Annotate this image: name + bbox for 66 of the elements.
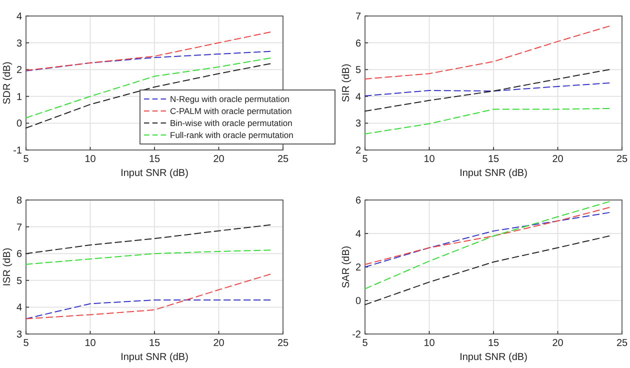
x-tick-label: 20 <box>552 338 564 349</box>
y-tick-label: 2 <box>16 65 22 76</box>
y-tick-label: 6 <box>16 249 22 260</box>
x-axis-title: Input SNR (dB) <box>460 168 528 179</box>
x-tick-label: 15 <box>488 338 500 349</box>
line-series <box>364 201 610 290</box>
line-series <box>26 224 271 254</box>
x-tick-label: 25 <box>277 154 289 165</box>
x-tick-label: 5 <box>23 338 30 349</box>
line-series <box>364 26 610 80</box>
y-tick-label: 6 <box>355 38 362 50</box>
line-series <box>364 82 610 96</box>
x-tick-label: 15 <box>488 154 500 165</box>
y-tick-label: 5 <box>355 65 362 76</box>
x-tick-label: 15 <box>148 154 160 165</box>
y-axis-title: ISR (dB) <box>2 248 13 286</box>
y-tick-label: 3 <box>16 330 22 340</box>
y-tick-label: 3 <box>355 118 362 130</box>
y-tick-label: -2 <box>352 330 362 340</box>
x-tick-label: 10 <box>84 154 96 165</box>
x-tick-label: 10 <box>424 338 436 349</box>
x-tick-label: 5 <box>362 154 368 165</box>
x-tick-label: 20 <box>552 154 564 165</box>
x-axis-title: Input SNR (dB) <box>120 168 188 179</box>
x-tick-label: 10 <box>424 154 436 165</box>
y-tick-label: 0 <box>16 118 22 130</box>
x-tick-label: 25 <box>616 154 628 165</box>
legend-label: N-Regu with oracle permutation <box>170 94 290 104</box>
y-tick-label: 1 <box>16 92 22 103</box>
legend-label: Bin-wise with oracle permutation <box>170 118 293 128</box>
y-tick-label: 7 <box>355 12 362 22</box>
x-axis-title: Input SNR (dB) <box>460 352 528 363</box>
line-series <box>26 50 271 72</box>
y-tick-label: 7 <box>16 222 22 234</box>
y-tick-label: 8 <box>16 196 22 206</box>
y-tick-label: 4 <box>355 229 362 240</box>
line-series <box>364 69 610 112</box>
x-tick-label: 5 <box>362 338 368 349</box>
line-series <box>26 32 271 71</box>
y-axis-title: SDR (dB) <box>2 62 13 104</box>
y-tick-label: 4 <box>16 302 22 314</box>
x-axis-title: Input SNR (dB) <box>120 352 188 363</box>
legend-label: Full-rank with oracle permutation <box>170 130 294 140</box>
line-series <box>364 236 610 306</box>
x-tick-label: 25 <box>277 338 289 349</box>
legend-label: C-PALM with oracle permutation <box>170 106 292 116</box>
y-tick-label: 2 <box>355 262 362 274</box>
y-tick-label: 5 <box>16 276 22 287</box>
y-tick-label: 4 <box>355 92 362 103</box>
y-tick-label: 6 <box>355 196 362 206</box>
x-tick-label: 20 <box>213 154 225 165</box>
x-tick-label: 10 <box>84 338 96 349</box>
x-tick-label: 25 <box>616 338 628 349</box>
x-tick-label: 5 <box>23 154 30 165</box>
y-tick-label: 3 <box>16 38 22 50</box>
y-axis-title: SAR (dB) <box>341 246 352 288</box>
line-series <box>26 274 271 320</box>
line-series <box>364 108 610 134</box>
y-tick-label: 0 <box>355 296 362 307</box>
y-axis-title: SIR (dB) <box>341 64 352 102</box>
y-tick-label: -1 <box>13 146 22 156</box>
x-tick-label: 15 <box>148 338 160 349</box>
y-tick-label: 4 <box>16 12 22 22</box>
line-series <box>26 250 271 265</box>
y-tick-label: 2 <box>355 146 362 156</box>
x-tick-label: 20 <box>213 338 225 349</box>
